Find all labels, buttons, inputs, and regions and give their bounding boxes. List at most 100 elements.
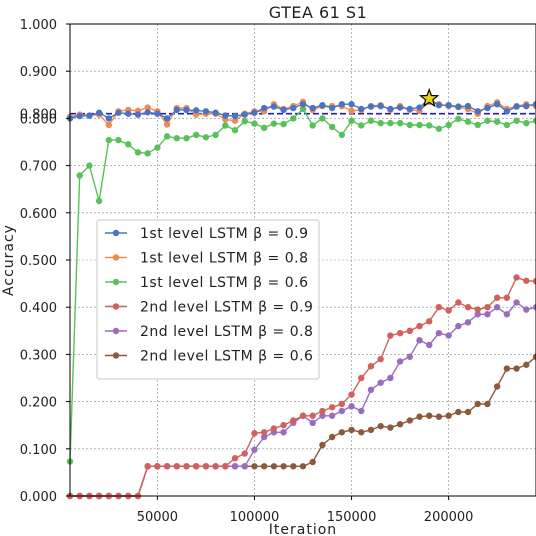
data-point bbox=[241, 111, 248, 118]
data-point bbox=[493, 304, 501, 311]
data-point bbox=[280, 463, 287, 470]
data-point bbox=[406, 105, 413, 113]
data-point bbox=[464, 408, 472, 416]
x-axis-ticks: 50000 100000 150000 200000 bbox=[137, 496, 474, 525]
data-point bbox=[348, 117, 355, 124]
data-point bbox=[493, 101, 501, 108]
data-point bbox=[464, 118, 472, 125]
data-point bbox=[134, 149, 142, 156]
x-axis-title: Iteration bbox=[269, 522, 337, 536]
data-point bbox=[280, 106, 287, 114]
data-point bbox=[241, 450, 248, 457]
data-point bbox=[377, 119, 384, 127]
data-point bbox=[416, 121, 423, 129]
data-point bbox=[396, 358, 404, 365]
data-point bbox=[503, 108, 511, 115]
data-point bbox=[377, 102, 384, 110]
data-point bbox=[358, 407, 365, 415]
data-point bbox=[464, 304, 472, 311]
data-point bbox=[523, 119, 530, 127]
data-point bbox=[231, 117, 239, 124]
x-tick-label: 200000 bbox=[424, 510, 474, 525]
data-point bbox=[493, 294, 501, 301]
data-point bbox=[532, 101, 536, 108]
data-point bbox=[484, 117, 491, 124]
data-point bbox=[445, 412, 452, 419]
data-point bbox=[309, 412, 316, 419]
legend-label: 1st level LSTM β = 0.9 bbox=[140, 226, 308, 242]
data-point bbox=[503, 311, 511, 318]
data-point bbox=[154, 463, 161, 470]
data-point bbox=[532, 117, 536, 124]
data-point bbox=[290, 463, 297, 470]
data-point bbox=[231, 127, 239, 134]
data-point bbox=[95, 197, 103, 205]
series-1 bbox=[66, 95, 536, 122]
data-point bbox=[154, 144, 161, 151]
data-point bbox=[299, 101, 307, 108]
data-point bbox=[328, 433, 336, 441]
data-point bbox=[212, 109, 219, 116]
data-point bbox=[212, 463, 219, 470]
data-point bbox=[493, 383, 501, 390]
data-point bbox=[435, 125, 443, 132]
data-point bbox=[435, 304, 443, 311]
data-point bbox=[144, 150, 151, 157]
y-tick-label: 0.000 bbox=[20, 490, 57, 505]
data-point bbox=[86, 162, 93, 169]
data-point bbox=[193, 107, 200, 114]
data-point bbox=[222, 463, 229, 470]
data-point bbox=[125, 110, 132, 117]
data-point bbox=[154, 110, 161, 117]
data-point bbox=[367, 386, 375, 393]
y-tick-label: 0.100 bbox=[20, 443, 57, 458]
legend-item: 1st level LSTM β = 0.6 bbox=[105, 275, 308, 291]
legend-item: 2nd level LSTM β = 0.6 bbox=[105, 349, 313, 365]
data-point bbox=[396, 329, 404, 337]
data-point bbox=[202, 134, 210, 141]
data-point bbox=[348, 107, 355, 115]
data-point bbox=[474, 121, 481, 129]
data-point bbox=[338, 131, 346, 139]
data-point bbox=[513, 103, 520, 110]
data-point bbox=[260, 463, 268, 470]
data-point bbox=[251, 430, 258, 437]
data-point bbox=[445, 101, 452, 109]
data-point bbox=[319, 407, 326, 415]
data-point bbox=[290, 115, 297, 122]
data-point bbox=[387, 119, 394, 127]
data-point bbox=[319, 115, 326, 122]
data-point bbox=[503, 294, 511, 301]
legend-label: 1st level LSTM β = 0.8 bbox=[140, 251, 308, 267]
data-point bbox=[173, 463, 180, 470]
data-point bbox=[532, 278, 536, 285]
data-point bbox=[328, 104, 336, 112]
data-point bbox=[299, 463, 307, 470]
data-point bbox=[348, 101, 355, 108]
data-point bbox=[532, 353, 536, 360]
data-point bbox=[484, 104, 491, 112]
data-point bbox=[484, 400, 491, 408]
data-point bbox=[163, 133, 171, 140]
data-point bbox=[474, 400, 481, 408]
data-point bbox=[251, 446, 258, 453]
data-point bbox=[387, 105, 394, 113]
data-point bbox=[222, 122, 229, 129]
data-point bbox=[396, 119, 404, 127]
data-point bbox=[193, 463, 200, 470]
data-point bbox=[319, 412, 326, 419]
data-point bbox=[455, 115, 462, 123]
data-point bbox=[377, 422, 384, 430]
legend-item: 1st level LSTM β = 0.8 bbox=[105, 251, 308, 267]
data-point bbox=[115, 109, 122, 116]
data-point bbox=[299, 412, 307, 419]
legend-item: 1st level LSTM β = 0.9 bbox=[105, 226, 308, 242]
data-point bbox=[435, 101, 443, 109]
data-point bbox=[445, 332, 452, 339]
y-tick-label: 0.300 bbox=[20, 348, 57, 363]
data-point bbox=[251, 109, 258, 116]
data-point bbox=[270, 103, 278, 110]
data-point bbox=[183, 106, 190, 114]
data-point bbox=[416, 322, 423, 330]
